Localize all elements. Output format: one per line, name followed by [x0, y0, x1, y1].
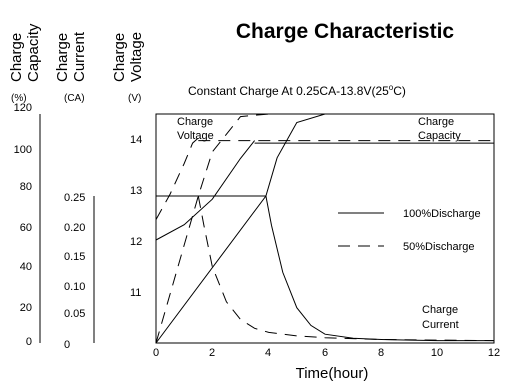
x-axis: 0 2 4 6 8 10 12 Time(hour)	[153, 347, 500, 382]
chart-subtitle: Constant Charge At 0.25CA-13.8V(25oC)	[188, 83, 406, 98]
legend-label-100: 100%Discharge	[403, 208, 481, 220]
capacity-axis-title-line1: Charge	[8, 33, 25, 82]
capacity-tick-label: 60	[20, 222, 32, 234]
current-tick-label: 0.10	[64, 281, 85, 293]
voltage-axis-title-line1: Charge	[111, 33, 128, 82]
series-line-capacity-50	[155, 113, 494, 344]
x-tick-label: 0	[153, 347, 159, 359]
chart-title: Charge Characteristic	[236, 20, 455, 43]
x-tick-label: 6	[322, 347, 328, 359]
annotation-charge-voltage: Charge	[177, 116, 213, 128]
voltage-tick-label: 12	[130, 236, 142, 248]
legend-label-50: 50%Discharge	[403, 241, 475, 253]
capacity-axis-title-line2: Capacity	[25, 23, 42, 82]
annotation-charge-capacity: Charge	[418, 116, 454, 128]
legend: 100%Discharge 50%Discharge	[338, 208, 481, 253]
capacity-tick-label: 0	[26, 336, 32, 348]
current-axis-title-line2: Current	[71, 31, 88, 82]
annotation-charge-capacity: Capacity	[418, 130, 461, 142]
voltage-tick-label: 11	[130, 287, 141, 299]
capacity-axis-unit: (%)	[11, 93, 27, 104]
series-line-capacity-100	[155, 113, 494, 344]
series-layer	[155, 113, 495, 344]
capacity-axis: 120 100 80 60 40 20 0	[14, 102, 41, 348]
x-tick-label: 8	[378, 347, 384, 359]
subtitle-main: Constant Charge At 0.25CA-13.8V(25	[188, 84, 389, 98]
capacity-tick-label: 100	[14, 144, 32, 156]
annotation-charge-voltage: Voltage	[177, 130, 214, 142]
current-tick-label: 0.15	[64, 251, 85, 263]
series-line-current-100	[265, 195, 494, 342]
series-line-voltage-100	[155, 140, 255, 241]
capacity-tick-label: 120	[14, 102, 32, 114]
x-tick-label: 12	[488, 347, 500, 359]
annotation-charge-current: Current	[422, 319, 459, 331]
x-tick-label: 10	[431, 347, 443, 359]
current-tick-label: 0	[64, 339, 70, 351]
voltage-axis-unit: (V)	[128, 93, 141, 104]
capacity-tick-label: 80	[20, 181, 32, 193]
voltage-tick-label: 14	[130, 134, 142, 146]
x-tick-label: 4	[265, 347, 271, 359]
voltage-tick-label: 13	[130, 185, 142, 197]
series-line-voltage-50	[155, 137, 199, 220]
current-axis-unit: (CA)	[64, 93, 85, 104]
current-axis: 0.25 0.20 0.15 0.10 0.05 0	[64, 192, 95, 351]
capacity-tick-label: 20	[20, 302, 32, 314]
series-line-current-50	[197, 195, 495, 342]
x-axis-title: Time(hour)	[296, 365, 369, 382]
voltage-axis-title-line2: Voltage	[128, 32, 145, 82]
current-axis-title-line1: Charge	[54, 33, 71, 82]
subtitle-degree: o	[389, 83, 394, 92]
current-tick-label: 0.20	[64, 222, 85, 234]
x-tick-label: 2	[209, 347, 215, 359]
capacity-tick-label: 40	[20, 261, 32, 273]
voltage-axis: 14 13 12 11	[130, 134, 142, 299]
subtitle-tail: C)	[393, 84, 406, 98]
current-tick-label: 0.25	[64, 192, 85, 204]
current-tick-label: 0.05	[64, 308, 85, 320]
annotation-charge-current: Charge	[422, 304, 458, 316]
